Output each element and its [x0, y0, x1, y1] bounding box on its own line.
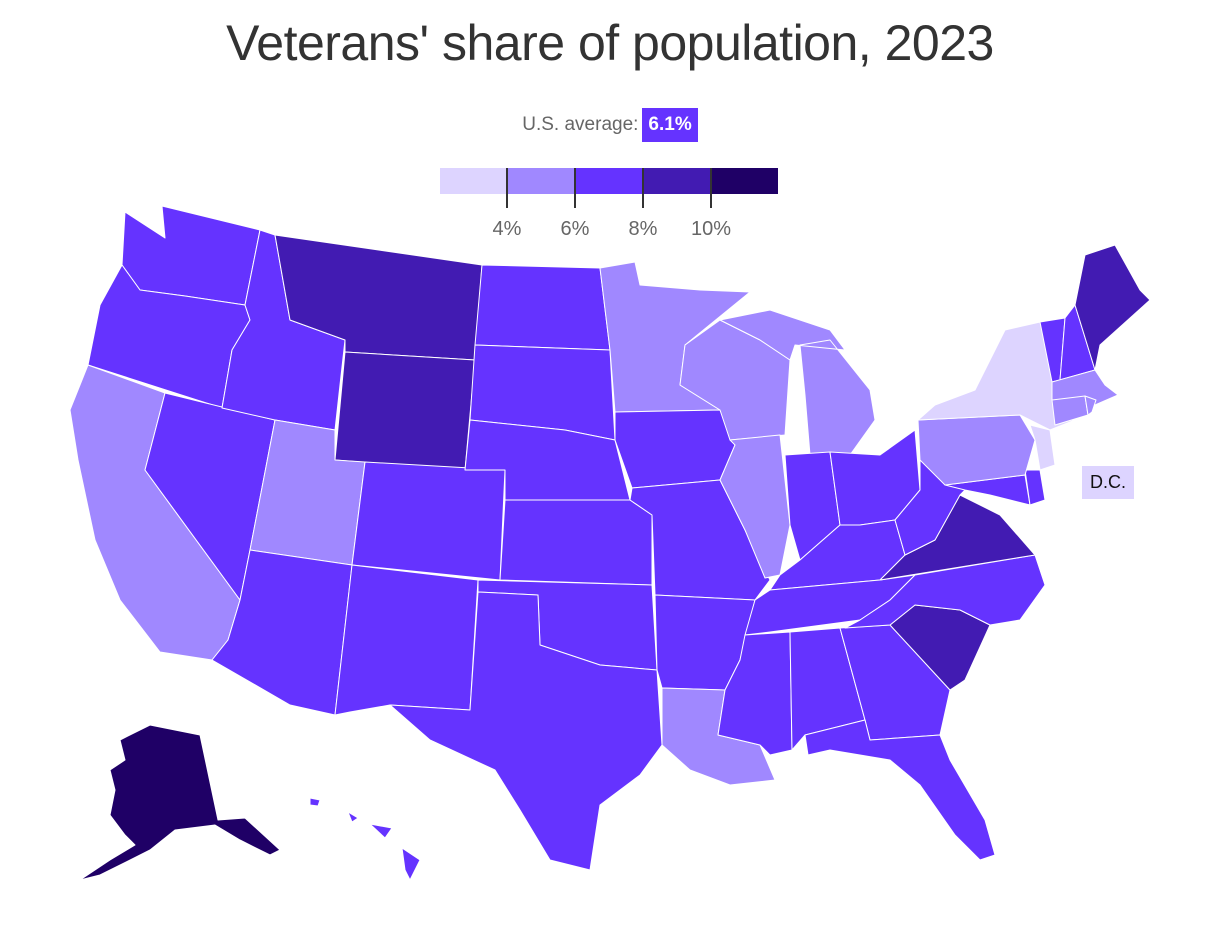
state-ks[interactable]: [499, 499, 653, 586]
legend-tick: [710, 168, 712, 208]
legend-scale: [440, 168, 778, 194]
legend-bin-5: [710, 168, 778, 194]
legend-tick: [642, 168, 644, 208]
state-wy[interactable]: [334, 351, 476, 471]
state-nm[interactable]: [334, 564, 479, 716]
state-tx[interactable]: [389, 591, 663, 871]
us-average-label: U.S. average:: [522, 114, 639, 135]
state-ia[interactable]: [614, 409, 736, 489]
dc-label[interactable]: D.C.: [1082, 466, 1134, 499]
state-co[interactable]: [351, 461, 506, 581]
state-ri[interactable]: [1084, 395, 1097, 416]
legend-bin-1: [440, 168, 508, 194]
us-average-badge: 6.1%: [642, 108, 698, 142]
legend-tick-label: 4%: [492, 218, 522, 240]
legend-tick: [506, 168, 508, 208]
state-pa[interactable]: [917, 414, 1036, 486]
state-fl[interactable]: [804, 719, 996, 861]
legend-tick-label: 10%: [690, 218, 732, 240]
state-hi[interactable]: [309, 797, 421, 881]
chart-title: Veterans' share of population, 2023: [226, 15, 994, 71]
state-me[interactable]: [1074, 244, 1151, 371]
state-ak[interactable]: [79, 724, 281, 881]
legend-tick-label: 6%: [560, 218, 590, 240]
state-ct[interactable]: [1051, 395, 1089, 426]
state-nc[interactable]: [844, 554, 1046, 629]
state-mi[interactable]: [719, 309, 876, 456]
legend-tick: [574, 168, 576, 208]
state-nj[interactable]: [1029, 424, 1056, 471]
state-de[interactable]: [1024, 469, 1046, 506]
legend-bin-4: [642, 168, 711, 194]
us-average: U.S. average: 6.1%: [0, 108, 1220, 142]
legend-bin-2: [507, 168, 576, 194]
state-nd[interactable]: [474, 264, 611, 351]
state-il[interactable]: [719, 434, 791, 579]
legend-tick-label: 8%: [628, 218, 658, 240]
legend-bin-3: [575, 168, 643, 194]
